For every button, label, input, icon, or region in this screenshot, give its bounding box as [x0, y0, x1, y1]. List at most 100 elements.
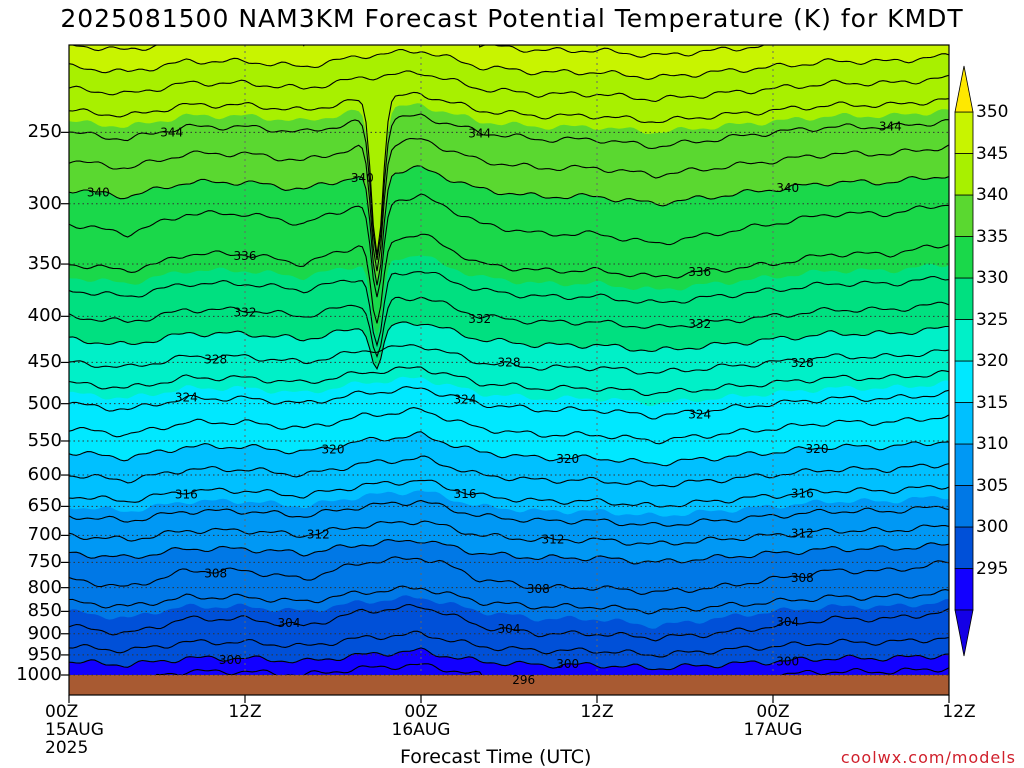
band-350: [69, 45, 949, 80]
contour-328: [69, 344, 949, 375]
colorbar-label-325: 325: [976, 309, 1009, 330]
svg-text:308: 308: [791, 571, 814, 585]
colorbar-swatch-350: [954, 111, 974, 154]
ytick-label-450: 450: [27, 351, 62, 373]
xtick-label-12: 12Z: [205, 703, 285, 721]
contour-350: [69, 48, 949, 80]
colorbar-swatch-345: [954, 153, 974, 196]
colorbar-label-350: 350: [976, 102, 1009, 122]
svg-text:332: 332: [468, 312, 491, 326]
colorbar-label-335: 335: [976, 226, 1009, 247]
ytick-label-800: 800: [27, 576, 62, 598]
contour-340: [69, 165, 949, 286]
colorbar-label-295: 295: [976, 558, 1009, 579]
ytick-label-550: 550: [27, 429, 62, 451]
svg-text:316: 316: [791, 487, 814, 501]
contour-label-344: 344: [468, 127, 491, 141]
svg-text:332: 332: [688, 317, 711, 331]
ytick-label-500: 500: [27, 392, 62, 414]
contour-label-332: 332: [234, 306, 257, 320]
colorbar-label-330: 330: [976, 268, 1009, 288]
xtick-line: 12Z: [580, 702, 614, 722]
contour-326: [69, 366, 949, 396]
contour-label-324: 324: [454, 392, 477, 406]
contour-label-308: 308: [527, 582, 550, 596]
contour-322: [69, 407, 949, 445]
contour-label-336: 336: [234, 249, 257, 263]
contour-label-300: 300: [776, 654, 799, 668]
svg-text:328: 328: [204, 352, 227, 366]
contour-344: [69, 113, 949, 261]
contour-label-304: 304: [498, 622, 521, 636]
svg-text:304: 304: [498, 622, 521, 636]
svg-text:300: 300: [776, 654, 799, 668]
contour-334: [69, 271, 949, 348]
svg-text:324: 324: [454, 392, 477, 406]
colorbar-label-345: 345: [976, 143, 1009, 164]
svg-text:312: 312: [791, 526, 814, 540]
svg-text:316: 316: [454, 487, 477, 501]
contour-342: [69, 137, 949, 272]
contour-label-304: 304: [278, 616, 301, 630]
colorbar-label-305: 305: [976, 475, 1009, 496]
colorbar-swatch-340: [954, 194, 974, 237]
xtick-line: 12Z: [228, 702, 262, 722]
contour-label-332: 332: [688, 317, 711, 331]
contour-300: [69, 647, 949, 671]
colorbar-high-arrow: [954, 65, 974, 113]
colorbar-swatch-295: [954, 568, 974, 611]
svg-text:320: 320: [806, 442, 829, 456]
colorbar-swatch-300: [954, 526, 974, 569]
chart-title: 2025081500 NAM3KM Forecast Potential Tem…: [60, 4, 964, 33]
ytick-label-950: 950: [27, 643, 62, 665]
contour-label-308: 308: [204, 567, 227, 581]
ytick-label-650: 650: [27, 495, 62, 517]
ground-strip: [69, 675, 949, 695]
svg-text:344: 344: [160, 126, 183, 140]
contour-330: [69, 321, 949, 371]
contour-label-336: 336: [688, 265, 711, 279]
colorbar-low-arrow: [954, 609, 974, 657]
contour-label-340: 340: [87, 185, 110, 199]
colorbar-label-315: 315: [976, 392, 1009, 413]
xtick-label-48: 00Z 17AUG: [733, 703, 813, 739]
credit-text: coolwx.com/models: [840, 748, 1016, 767]
svg-text:324: 324: [175, 390, 198, 404]
contour-label-320: 320: [556, 452, 579, 466]
contour-314: [69, 499, 949, 527]
contour-label-340: 340: [776, 181, 799, 195]
colorbar-swatch-310: [954, 443, 974, 486]
colorbar-label-310: 310: [976, 434, 1009, 454]
svg-text:308: 308: [204, 567, 227, 581]
colorbar-label-300: 300: [976, 517, 1009, 537]
svg-text:304: 304: [278, 616, 301, 630]
contour-308: [69, 556, 949, 595]
contour-312: [69, 520, 949, 546]
xtick-label-24: 00Z 16AUG: [381, 703, 461, 739]
colorbar-label-340: 340: [976, 185, 1009, 205]
xtick-line: 16AUG: [391, 720, 451, 740]
ytick-label-400: 400: [27, 305, 62, 327]
contour-320: [69, 431, 949, 467]
svg-text:340: 340: [351, 171, 374, 185]
ytick-label-700: 700: [27, 524, 62, 546]
xtick-label-36: 12Z: [557, 703, 637, 721]
svg-text:340: 340: [87, 185, 110, 199]
contour-label-296: 296: [512, 673, 535, 687]
colorbar-swatch-325: [954, 319, 974, 362]
contour-318: [69, 455, 949, 488]
svg-text:328: 328: [498, 355, 521, 369]
xtick-line: 15AUG: [45, 720, 104, 740]
colorbar-swatch-320: [954, 360, 974, 403]
contour-label-300: 300: [556, 657, 579, 671]
contour-label-316: 316: [791, 487, 814, 501]
svg-text:312: 312: [307, 528, 330, 542]
contour-label-324: 324: [688, 407, 711, 421]
colorbar-label-320: 320: [976, 351, 1009, 371]
contour-label-340: 340: [351, 171, 374, 185]
contour-346: [69, 91, 949, 255]
ytick-label-300: 300: [27, 192, 62, 214]
svg-text:308: 308: [527, 582, 550, 596]
contour-label-328: 328: [204, 352, 227, 366]
